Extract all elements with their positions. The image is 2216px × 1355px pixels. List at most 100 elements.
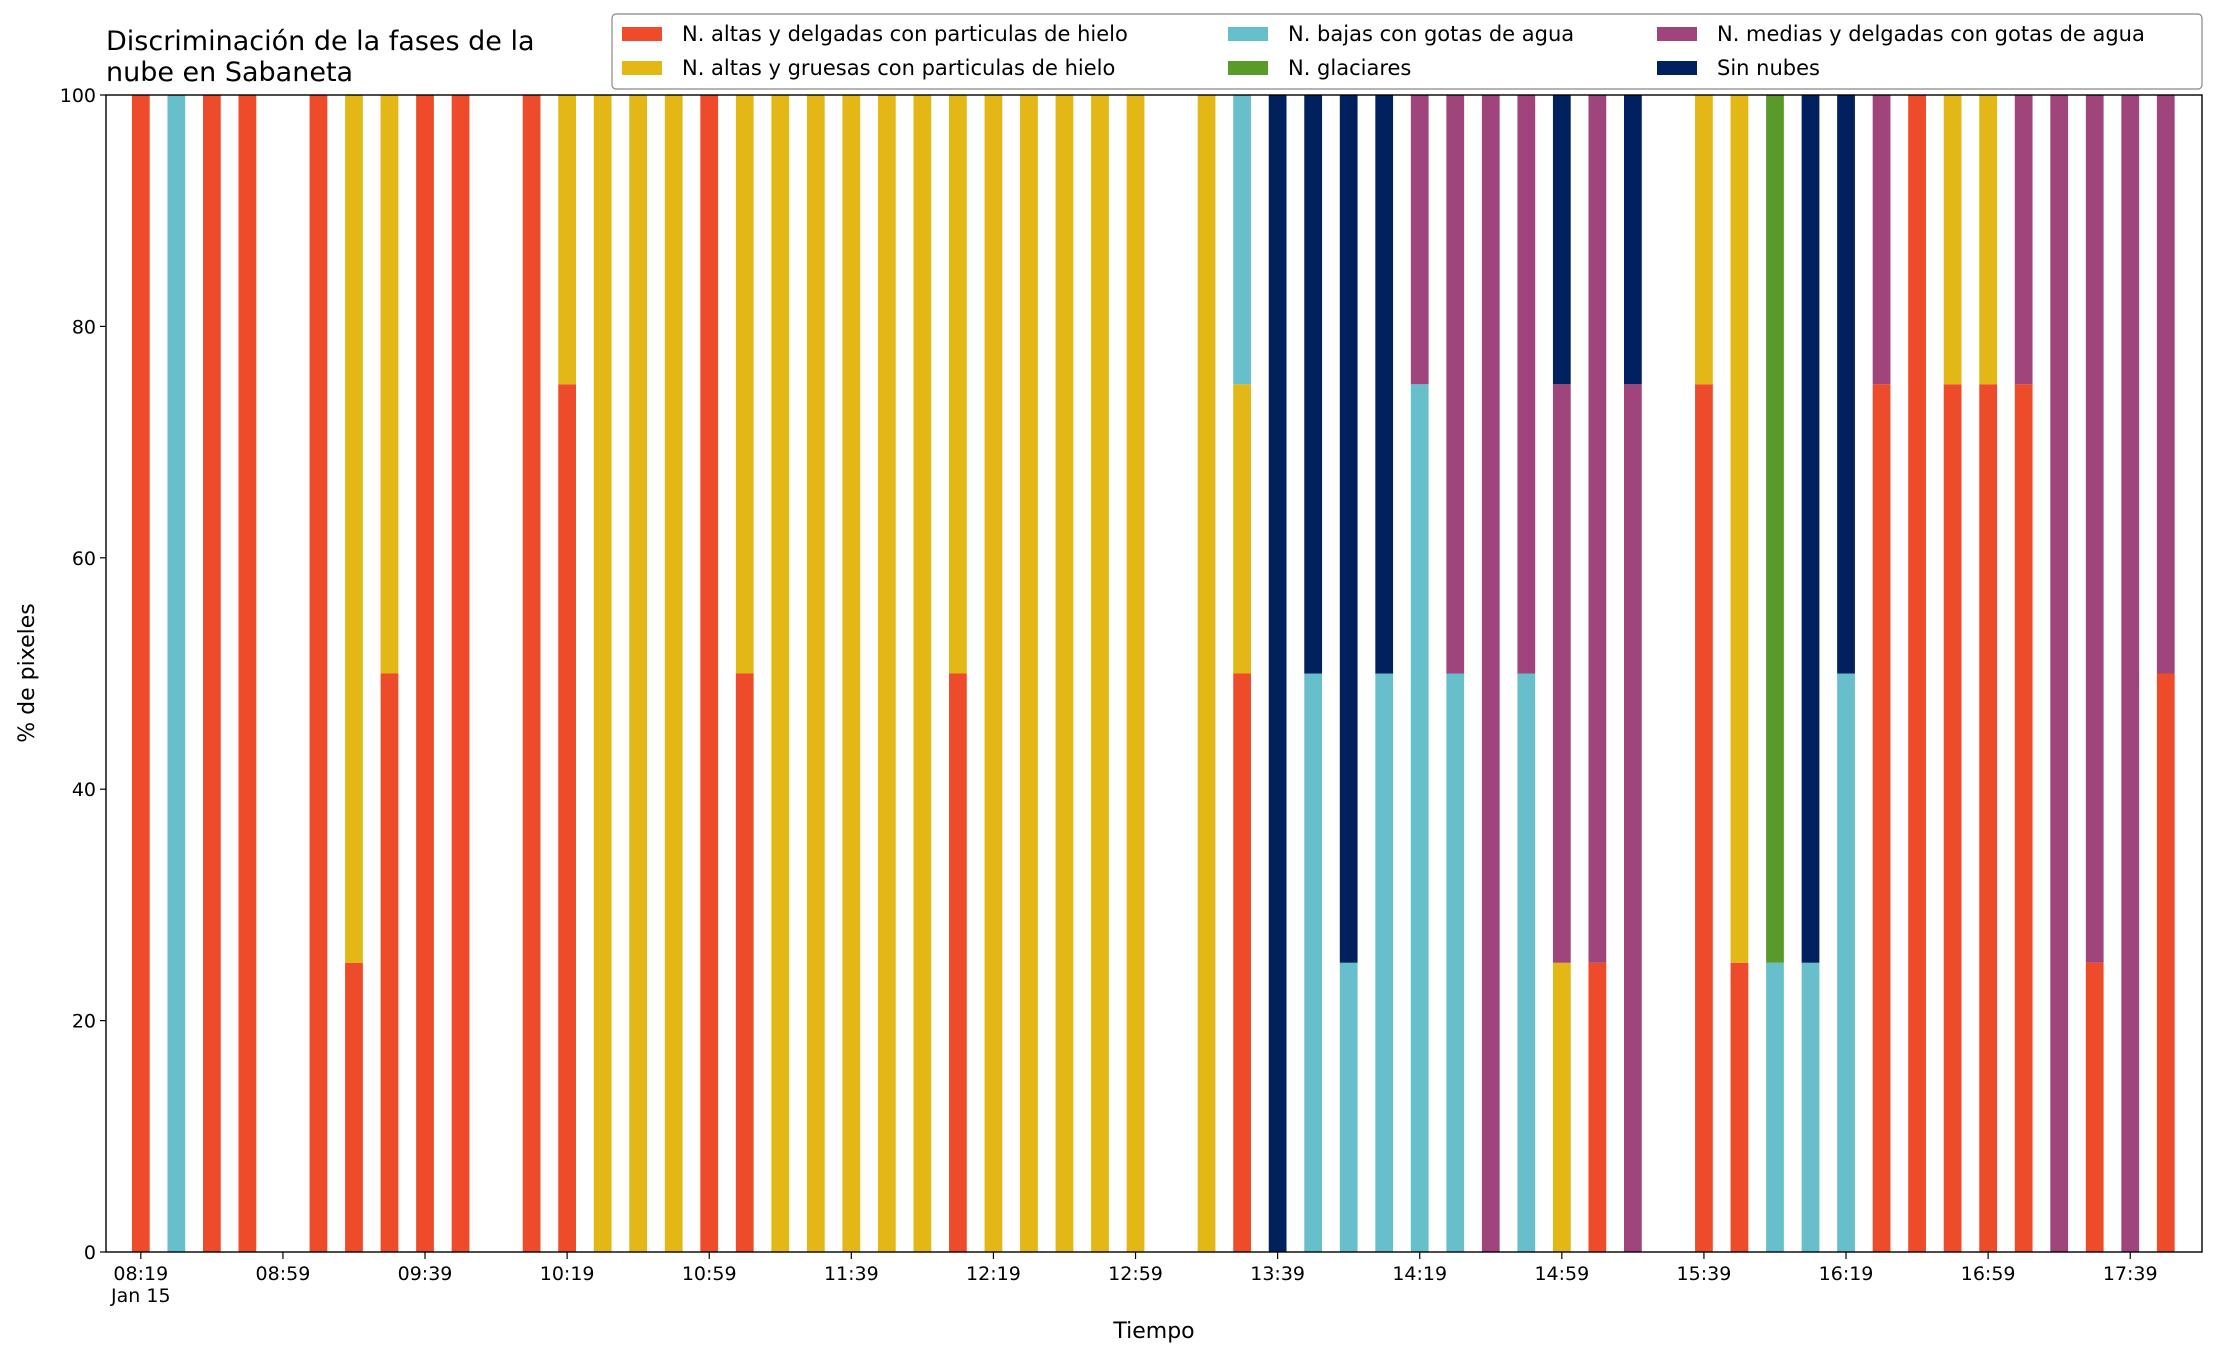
x-tick-label: 14:59 [1534, 1263, 1589, 1285]
bar-segment [1588, 95, 1607, 963]
bar-segment [1979, 384, 1998, 1252]
y-tick-label: 60 [72, 548, 96, 570]
legend-swatch [1228, 61, 1268, 75]
bar-segment [1233, 673, 1251, 1252]
bar-segment [1339, 95, 1358, 963]
bar-segment [842, 95, 861, 1252]
bar-segment [345, 95, 363, 963]
bar-segment [1908, 95, 1926, 1252]
bar-segment [735, 673, 754, 1252]
bar-segment [1517, 95, 1536, 674]
bar-segment [1588, 962, 1607, 1252]
bar-segment [2085, 95, 2104, 963]
bar-segment [558, 384, 577, 1252]
x-tick-label: 14:19 [1392, 1263, 1447, 1285]
bar-segment [451, 95, 470, 1252]
bar-segment [131, 95, 150, 1252]
x-tick-label: 17:39 [2103, 1263, 2158, 1285]
x-tick-label: 12:59 [1108, 1263, 1163, 1285]
y-tick-label: 80 [72, 316, 96, 338]
bar-segment [1801, 95, 1820, 963]
y-tick-label: 20 [72, 1011, 96, 1033]
x-tick-label: 08:19 Jan 15 [110, 1263, 171, 1307]
bar-segment [238, 95, 257, 1252]
legend-label: N. altas y gruesas con particulas de hie… [682, 56, 1115, 80]
bar-segment [1624, 95, 1642, 385]
bar-segment [380, 95, 399, 674]
x-tick-label: 12:19 [966, 1263, 1021, 1285]
bar-segment [1410, 384, 1429, 1252]
bar-segment [1304, 673, 1323, 1252]
y-axis-label: % de pixeles [15, 603, 40, 742]
legend: N. altas y delgadas con particulas de hi… [611, 13, 2203, 90]
x-tick-label: 09:39 [398, 1263, 453, 1285]
bar-segment [2156, 673, 2175, 1252]
bar-segment [593, 95, 612, 1252]
legend-swatch [622, 61, 662, 75]
bar-segment [1872, 95, 1891, 385]
bar-segment [1801, 962, 1820, 1252]
bar-segment [2014, 95, 2033, 385]
x-tick-label: 16:19 [1819, 1263, 1874, 1285]
legend-label: N. altas y delgadas con particulas de hi… [682, 22, 1128, 46]
bar-segment [2014, 384, 2033, 1252]
bar-segment [1446, 95, 1465, 674]
y-tick-label: 40 [72, 779, 96, 801]
x-tick-label: 08:59 [256, 1263, 311, 1285]
bar-segment [1410, 95, 1429, 385]
bar-segment [1730, 95, 1749, 963]
bar-segment [700, 95, 719, 1252]
bar-segment [771, 95, 790, 1252]
x-tick-label: 10:19 [540, 1263, 595, 1285]
bar-segment [1517, 673, 1536, 1252]
bar-segment [984, 95, 1003, 1252]
legend-box [611, 13, 2203, 90]
bar-segment [1695, 384, 1713, 1252]
bar-segment [1624, 384, 1642, 1252]
bar-segment [735, 95, 754, 674]
bar-segment [345, 962, 363, 1252]
legend-swatch [1228, 27, 1268, 41]
x-tick-label: 11:39 [824, 1263, 879, 1285]
bar-segment [1943, 384, 1962, 1252]
bar-segment [1695, 95, 1713, 385]
bar-segment [522, 95, 541, 1252]
bar-segment [877, 95, 896, 1252]
bar-segment [1091, 95, 1109, 1252]
bar-segment [949, 95, 967, 674]
bar-segment [629, 95, 648, 1252]
legend-swatch [622, 27, 662, 41]
bar-segment [558, 95, 577, 385]
bar-segment [2085, 962, 2104, 1252]
legend-swatch [1657, 27, 1697, 41]
bar-segment [1552, 962, 1571, 1252]
bar-segment [664, 95, 683, 1252]
legend-swatch [1657, 61, 1697, 75]
plot-frame [105, 94, 2203, 1253]
bar-segment [1943, 95, 1962, 385]
bar-segment [1055, 95, 1074, 1252]
bar-segment [1126, 95, 1145, 1252]
bar-segment [1339, 962, 1358, 1252]
y-tick-label: 100 [60, 85, 96, 107]
bar-segment [202, 95, 221, 1252]
bar-segment [416, 95, 434, 1252]
bar-segment [1872, 384, 1891, 1252]
chart-title: Discriminación de la fases de la nube en … [106, 26, 535, 88]
bar-segment [309, 95, 328, 1252]
bar-segment [1233, 95, 1251, 385]
bar-segment [1020, 95, 1038, 1252]
bar-segment [1481, 95, 1500, 1252]
bar-segment [1766, 962, 1784, 1252]
bar-segment [1197, 95, 1216, 1252]
bar-segment [2156, 95, 2175, 674]
bar-segment [380, 673, 399, 1252]
bar-segment [913, 95, 932, 1252]
bar-segment [167, 95, 186, 1252]
legend-label: Sin nubes [1717, 56, 1820, 80]
bar-segment [1837, 673, 1855, 1252]
bar-segment [2050, 95, 2069, 1252]
bar-segment [1837, 95, 1855, 674]
x-tick-label: 15:39 [1677, 1263, 1732, 1285]
